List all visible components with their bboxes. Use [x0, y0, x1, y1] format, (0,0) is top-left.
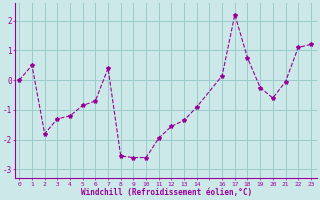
- X-axis label: Windchill (Refroidissement éolien,°C): Windchill (Refroidissement éolien,°C): [81, 188, 252, 197]
